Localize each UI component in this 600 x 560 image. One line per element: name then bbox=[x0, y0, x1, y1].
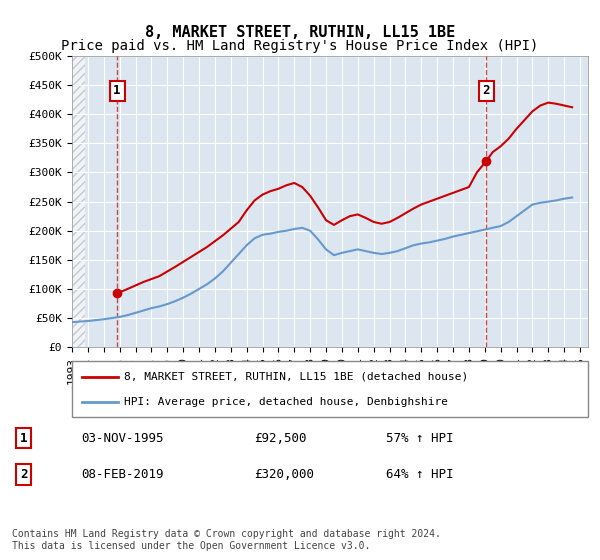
FancyBboxPatch shape bbox=[72, 361, 588, 417]
Text: 2: 2 bbox=[482, 85, 490, 97]
Text: 2: 2 bbox=[20, 468, 27, 481]
Text: 57% ↑ HPI: 57% ↑ HPI bbox=[386, 432, 454, 445]
Text: 8, MARKET STREET, RUTHIN, LL15 1BE (detached house): 8, MARKET STREET, RUTHIN, LL15 1BE (deta… bbox=[124, 372, 468, 382]
Text: Contains HM Land Registry data © Crown copyright and database right 2024.
This d: Contains HM Land Registry data © Crown c… bbox=[12, 529, 441, 551]
Text: HPI: Average price, detached house, Denbighshire: HPI: Average price, detached house, Denb… bbox=[124, 396, 448, 407]
Text: £92,500: £92,500 bbox=[254, 432, 307, 445]
Text: 1: 1 bbox=[113, 85, 121, 97]
Text: 1: 1 bbox=[20, 432, 27, 445]
Text: Price paid vs. HM Land Registry's House Price Index (HPI): Price paid vs. HM Land Registry's House … bbox=[61, 39, 539, 53]
Text: 8, MARKET STREET, RUTHIN, LL15 1BE: 8, MARKET STREET, RUTHIN, LL15 1BE bbox=[145, 25, 455, 40]
Text: 64% ↑ HPI: 64% ↑ HPI bbox=[386, 468, 454, 481]
Bar bbox=[72, 56, 85, 347]
Text: £320,000: £320,000 bbox=[254, 468, 314, 481]
Text: 08-FEB-2019: 08-FEB-2019 bbox=[81, 468, 164, 481]
Text: 03-NOV-1995: 03-NOV-1995 bbox=[81, 432, 164, 445]
